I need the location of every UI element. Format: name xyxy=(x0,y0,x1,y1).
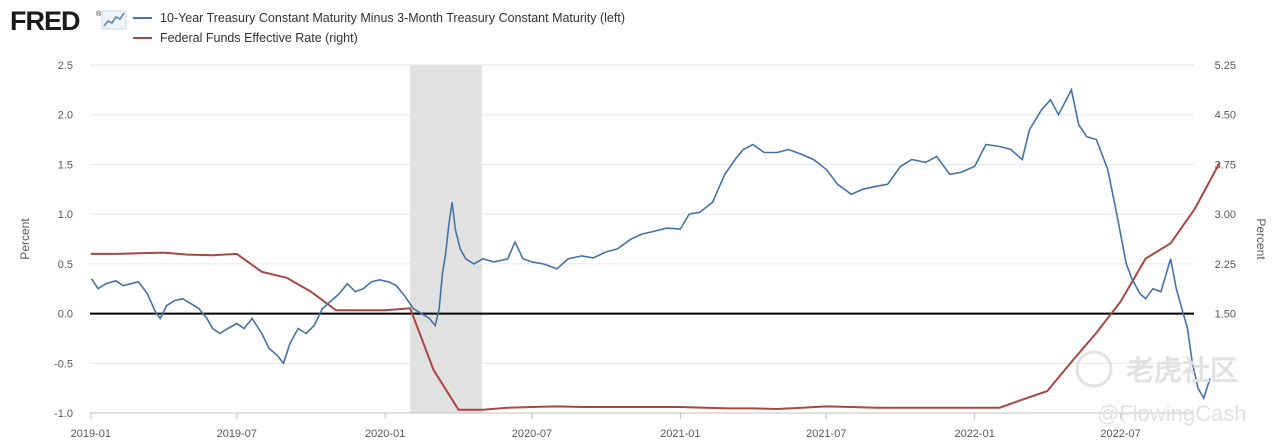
series-line-10y-minus-3m xyxy=(90,87,1211,401)
left-tick-label: 2.5 xyxy=(58,60,73,72)
x-tick-label: 2021-01 xyxy=(660,428,700,440)
x-tick-label: 2020-01 xyxy=(365,428,405,440)
left-tick-label: 1.0 xyxy=(58,209,73,221)
watermark-handle: @FlowingCash xyxy=(1097,401,1247,426)
right-tick-label: 1.50 xyxy=(1215,309,1236,321)
legend: 10-Year Treasury Constant Maturity Minus… xyxy=(133,11,625,45)
left-tick-label: 2.0 xyxy=(58,110,73,122)
watermark: 老虎社区 @FlowingCash xyxy=(1075,350,1247,426)
right-axis-ticks: 5.25 4.50 3.75 3.00 2.25 1.50 xyxy=(1215,60,1236,321)
left-axis-ticks: 2.5 2.0 1.5 1.0 0.5 0.0 -0.5 -1.0 xyxy=(54,60,73,420)
right-tick-label: 2.25 xyxy=(1215,259,1236,271)
legend-label-10y-minus-3m: 10-Year Treasury Constant Maturity Minus… xyxy=(160,11,625,25)
x-tick-label: 2019-01 xyxy=(71,428,111,440)
x-tick-label: 2021-07 xyxy=(806,428,846,440)
x-tick-label: 2022-01 xyxy=(954,428,994,440)
fred-logo[interactable]: FRED ® xyxy=(10,6,127,36)
left-tick-label: 0.5 xyxy=(58,259,73,271)
right-tick-label: 4.50 xyxy=(1215,110,1236,122)
series-line-fed-funds-rate xyxy=(90,161,1221,411)
plot-area xyxy=(90,65,1194,413)
left-tick-label: -1.0 xyxy=(54,408,73,420)
x-tick-label: 2019-07 xyxy=(217,428,257,440)
x-axis-ticks: 2019-01 2019-07 2020-01 2020-07 2021-01 2021-… xyxy=(71,413,1141,440)
right-tick-label: 3.00 xyxy=(1215,209,1236,221)
fred-logo-text: FRED xyxy=(10,6,80,36)
watermark-text: 老虎社区 xyxy=(1126,355,1238,386)
x-tick-label: 2020-07 xyxy=(512,428,552,440)
left-axis-title: Percent xyxy=(18,218,32,260)
right-tick-label: 3.75 xyxy=(1215,159,1236,171)
recession-band xyxy=(410,65,482,413)
x-tick-label: 2022-07 xyxy=(1100,428,1140,440)
left-tick-label: -0.5 xyxy=(54,358,73,370)
left-tick-label: 0.0 xyxy=(58,309,73,321)
right-tick-label: 5.25 xyxy=(1215,60,1236,72)
left-tick-label: 1.5 xyxy=(58,159,73,171)
legend-label-fed-funds-rate: Federal Funds Effective Rate (right) xyxy=(160,31,358,45)
fred-chart-icon xyxy=(101,10,127,30)
right-axis-title: Percent xyxy=(1254,218,1268,260)
watermark-logo-icon xyxy=(1075,350,1113,388)
registered-mark: ® xyxy=(96,10,102,18)
